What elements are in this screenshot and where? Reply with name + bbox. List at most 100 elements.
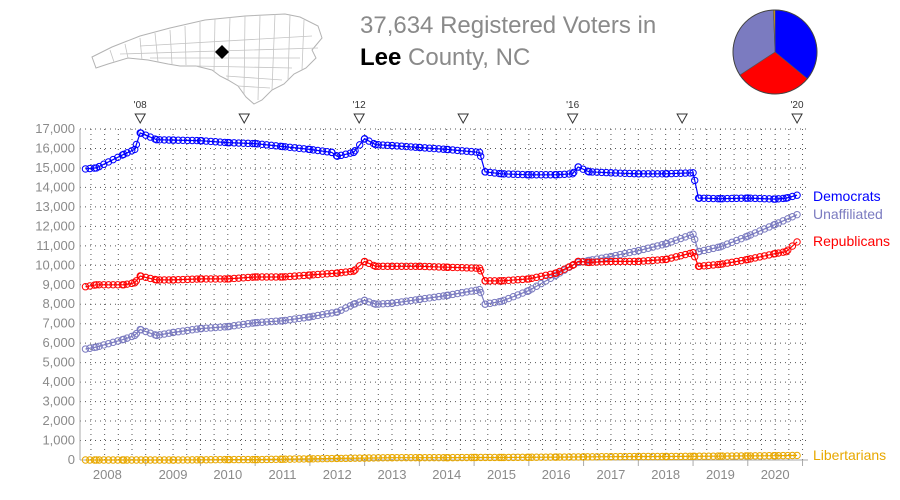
data-point	[342, 150, 350, 158]
data-point	[681, 452, 690, 461]
data-point	[337, 151, 345, 160]
data-point	[165, 136, 173, 144]
data-point	[607, 169, 615, 177]
data-point	[356, 454, 364, 462]
data-point	[765, 251, 773, 259]
data-point	[509, 453, 517, 462]
data-point	[379, 454, 387, 462]
data-point	[476, 152, 485, 160]
data-point	[746, 255, 755, 263]
data-point	[114, 456, 122, 464]
data-point	[421, 453, 429, 462]
data-point	[690, 235, 699, 244]
election-triangle-icon	[353, 113, 366, 125]
data-point	[174, 136, 182, 144]
data-point	[518, 289, 527, 297]
data-point	[667, 169, 676, 178]
data-point	[351, 146, 359, 155]
data-point	[463, 453, 471, 462]
data-point	[500, 453, 508, 462]
data-point	[616, 257, 624, 266]
data-point	[188, 275, 196, 283]
y-tick-label: 1,000	[42, 433, 75, 448]
data-point	[132, 140, 141, 149]
data-point	[304, 455, 313, 463]
legend-republicans: Republicans	[813, 233, 890, 249]
data-point	[248, 139, 257, 148]
x-tick-label: 2016	[542, 467, 571, 482]
data-point	[714, 452, 722, 460]
data-point	[579, 453, 587, 461]
data-point	[202, 137, 210, 145]
data-point	[383, 262, 392, 270]
data-point	[146, 456, 155, 464]
data-point	[425, 144, 434, 152]
data-point	[337, 268, 345, 277]
data-point	[100, 456, 108, 464]
data-point	[300, 271, 308, 280]
data-point	[95, 456, 103, 464]
election-triangle-icon	[791, 113, 803, 125]
data-point	[132, 277, 141, 285]
data-point	[86, 282, 94, 290]
y-tick-label: 11,000	[36, 238, 75, 253]
data-point	[202, 456, 210, 464]
data-point	[290, 272, 299, 280]
data-point	[546, 453, 555, 461]
data-point	[118, 456, 127, 464]
data-point	[737, 452, 745, 460]
data-point	[695, 452, 704, 460]
data-point	[379, 300, 387, 308]
x-tick-label: 2017	[596, 467, 625, 482]
data-point	[565, 453, 573, 461]
data-point	[444, 145, 452, 154]
data-point	[179, 275, 187, 284]
data-point	[397, 262, 406, 270]
data-point	[653, 452, 662, 461]
data-point	[272, 455, 280, 464]
data-point	[546, 171, 555, 179]
data-point	[151, 275, 159, 284]
data-point	[425, 262, 434, 271]
data-point	[407, 262, 415, 270]
data-point	[402, 262, 410, 270]
data-point	[607, 257, 615, 266]
data-point	[346, 454, 355, 462]
data-point	[737, 256, 745, 265]
data-point	[388, 453, 396, 462]
data-point	[421, 294, 429, 303]
legend-democrats: Democrats	[813, 188, 881, 204]
data-point	[272, 142, 280, 150]
data-point	[463, 288, 471, 296]
data-point	[523, 287, 531, 295]
data-point	[300, 145, 308, 153]
data-point	[723, 240, 731, 248]
data-point	[114, 281, 122, 289]
data-point	[95, 162, 103, 171]
data-point	[435, 145, 443, 153]
x-tick-label: 2008	[93, 467, 122, 482]
data-point	[239, 455, 248, 464]
data-point	[230, 455, 238, 464]
data-point	[197, 456, 206, 464]
data-point	[86, 456, 94, 464]
data-point	[416, 295, 424, 303]
data-point	[369, 299, 378, 308]
data-point	[439, 145, 448, 153]
data-point	[490, 277, 499, 285]
data-point	[379, 262, 387, 270]
data-point	[611, 257, 620, 266]
data-point	[160, 276, 168, 284]
data-point	[611, 452, 620, 461]
data-point	[472, 453, 480, 462]
data-point	[486, 277, 494, 285]
data-point	[756, 227, 764, 235]
data-point	[104, 281, 113, 289]
data-point	[397, 298, 406, 306]
data-point	[402, 142, 410, 151]
data-point	[653, 256, 662, 264]
data-point	[597, 258, 606, 266]
data-point	[346, 302, 355, 310]
y-tick-label: 6,000	[42, 335, 75, 350]
data-point	[779, 451, 787, 460]
